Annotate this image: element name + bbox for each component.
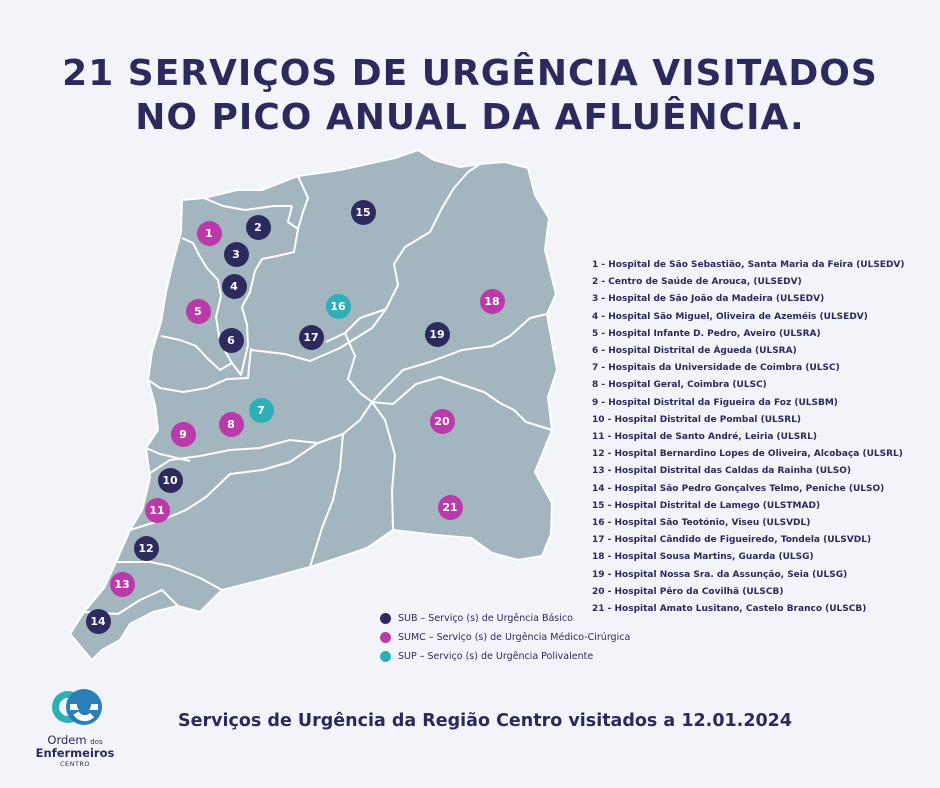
hospital-list-item: 2 - Centro de Saúde de Arouca, (ULSEDV) (592, 277, 802, 288)
hospital-list-item: 13 - Hospital Distrital das Caldas da Ra… (592, 466, 851, 477)
legend-dot-icon (380, 650, 391, 662)
region-outline (69, 149, 558, 661)
hospital-list-item: 7 - Hospitais da Universidade de Coimbra… (592, 363, 840, 374)
hospital-list-item: 11 - Hospital de Santo André, Leiria (UL… (592, 432, 817, 443)
title-line-1: 21 SERVIÇOS DE URGÊNCIA VISITADOS (62, 53, 878, 94)
footer-caption: Serviços de Urgência da Região Centro vi… (178, 711, 793, 731)
hospital-marker-14: 14 (85, 608, 111, 634)
hospital-marker-15: 15 (350, 199, 376, 225)
hospital-marker-12: 12 (133, 535, 159, 561)
hospital-list-item: 1 - Hospital de São Sebastião, Santa Mar… (592, 260, 905, 270)
hospital-list-item: 17 - Hospital Cândido de Figueiredo, Ton… (592, 535, 872, 546)
hospital-list-item: 19 - Hospital Nossa Sra. da Assunção, Se… (592, 569, 848, 580)
oe-monogram-icon (52, 689, 102, 725)
hospital-marker-4: 4 (221, 273, 247, 299)
hospital-list-item: 15 - Hospital Distrital de Lamego (ULSTM… (592, 500, 821, 511)
hospital-list-item: 9 - Hospital Distrital da Figueira da Fo… (592, 397, 838, 408)
hospital-marker-8: 8 (218, 411, 244, 437)
hospital-marker-19: 19 (424, 321, 450, 347)
hospital-list-item: 20 - Hospital Pêro da Covilhã (ULSCB) (592, 586, 784, 597)
hospital-list-item: 10 - Hospital Distrital de Pombal (ULSRL… (592, 414, 802, 425)
hospital-list-item: 4 - Hospital São Miguel, Oliveira de Aze… (592, 311, 868, 322)
page-title: 21 SERVIÇOS DE URGÊNCIA VISITADOS NO PIC… (0, 52, 940, 140)
legend-item-sup: SUP – Serviço (s) de Urgência Polivalent… (380, 647, 630, 665)
hospital-marker-10: 10 (157, 467, 183, 493)
hospital-marker-18: 18 (479, 288, 505, 314)
legend-label: SUB – Serviço (s) de Urgência Básico (398, 612, 573, 624)
legend-label: SUP – Serviço (s) de Urgência Polivalent… (398, 650, 594, 662)
legend-label: SUMC – Serviço (s) de Urgência Médico-Ci… (398, 631, 631, 643)
hospital-list-item: 6 - Hospital Distrital de Águeda (ULSRA) (592, 346, 797, 357)
legend-item-sumc: SUMC – Serviço (s) de Urgência Médico-Ci… (380, 628, 630, 646)
hospital-marker-20: 20 (429, 408, 455, 434)
hospital-list-item: 8 - Hospital Geral, Coimbra (ULSC) (592, 380, 767, 391)
map-legend: SUB – Serviço (s) de Urgência Básico SUMC… (380, 609, 630, 666)
hospital-marker-7: 7 (248, 397, 274, 423)
hospital-marker-2: 2 (245, 214, 271, 240)
hospital-list-item: 5 - Hospital Infante D. Pedro, Aveiro (U… (592, 328, 821, 339)
hospital-marker-1: 1 (196, 220, 222, 246)
hospital-list-item: 16 - Hospital São Teotónio, Viseu (ULSVD… (592, 518, 811, 529)
hospital-marker-11: 11 (144, 497, 170, 523)
hospital-marker-6: 6 (218, 327, 244, 353)
hospital-list: 1 - Hospital de São Sebastião, Santa Mar… (592, 257, 905, 618)
hospital-marker-13: 13 (109, 571, 135, 597)
logo-text-ordem: Ordem (47, 733, 87, 747)
hospital-marker-9: 9 (170, 421, 196, 447)
ordem-enfermeiros-logo: Ordem dos Enfermeiros CENTRO (20, 683, 130, 773)
logo-text-centro: CENTRO (59, 760, 91, 768)
hospital-marker-5: 5 (185, 298, 211, 324)
hospital-list-item: 3 - Hospital de São João da Madeira (ULS… (592, 294, 825, 305)
hospital-marker-16: 16 (325, 293, 351, 319)
hospital-list-item: 18 - Hospital Sousa Martins, Guarda (ULS… (592, 552, 814, 563)
hospital-list-item: 12 - Hospital Bernardino Lopes de Olivei… (592, 449, 903, 460)
title-line-2: NO PICO ANUAL DA AFLUÊNCIA. (135, 97, 805, 138)
logo-text-enfermeiros: Enfermeiros (35, 746, 115, 760)
legend-dot-icon (380, 612, 391, 624)
legend-dot-icon (380, 631, 391, 643)
hospital-marker-21: 21 (437, 494, 463, 520)
hospital-marker-3: 3 (223, 241, 249, 267)
hospital-list-item: 21 - Hospital Amato Lusitano, Castelo Br… (592, 604, 867, 615)
logo-text-dos: dos (90, 738, 103, 746)
legend-item-sub: SUB – Serviço (s) de Urgência Básico (380, 609, 630, 627)
hospital-marker-17: 17 (298, 324, 324, 350)
hospital-list-item: 14 - Hospital São Pedro Gonçalves Telmo,… (592, 483, 885, 494)
